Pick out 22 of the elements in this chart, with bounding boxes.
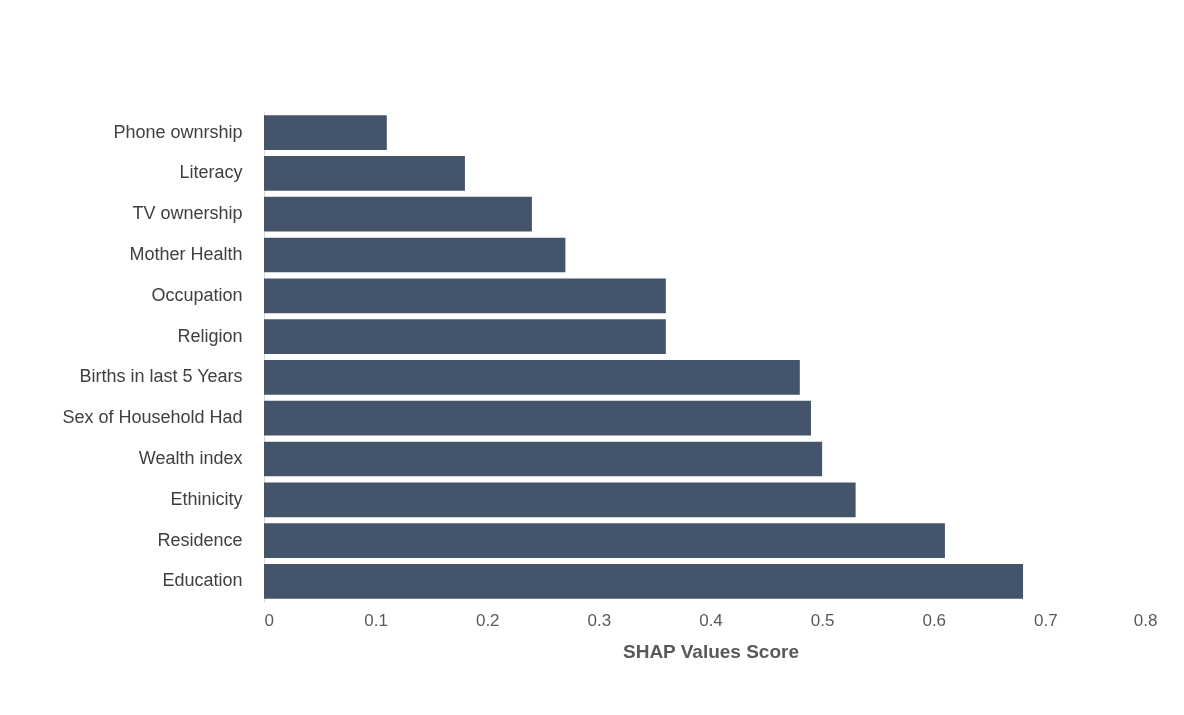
y-tick-label: Ethinicity [170, 488, 243, 509]
x-tick-label: 0.4 [699, 610, 723, 630]
y-tick-label: Births in last 5 Years [79, 366, 243, 387]
x-tick-label: 0.1 [364, 610, 388, 630]
x-tick-label: 0.7 [1034, 610, 1058, 630]
y-tick-label: Mother Health [129, 244, 243, 264]
x-tick-label: 0.2 [475, 610, 500, 630]
x-axis-title: SHAP Values Score [622, 640, 800, 662]
y-tick-label: Religion [177, 325, 243, 346]
y-tick-label: Wealth index [138, 448, 243, 468]
y-tick-label: Education [162, 570, 243, 591]
y-tick-label: Literacy [179, 162, 243, 183]
x-tick-label: 0 [264, 610, 274, 630]
y-tick-label: Occupation [151, 284, 243, 305]
x-tick-label: 0.6 [922, 610, 947, 630]
y-tick-label: TV ownership [132, 203, 243, 224]
y-tick-label: Phone ownrship [113, 121, 243, 142]
x-tick-label: 0.5 [810, 610, 835, 630]
x-tick-label: 0.3 [587, 610, 612, 630]
y-tick-label: Sex of Household Had [62, 407, 243, 428]
y-tick-label: Residence [157, 529, 243, 550]
x-tick-label: 0.8 [1133, 610, 1158, 630]
